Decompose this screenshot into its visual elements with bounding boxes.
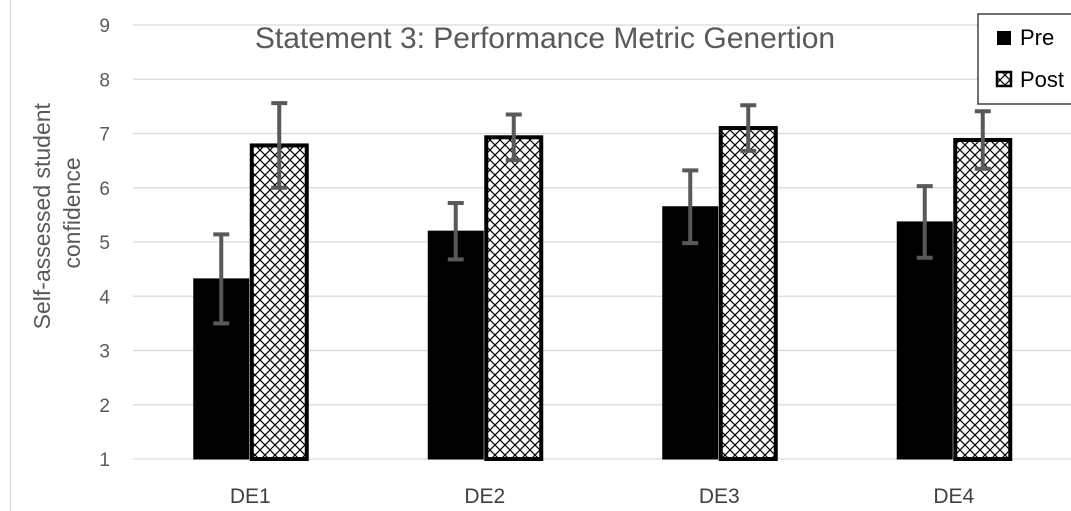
error-bar-pre-de2 (447, 200, 464, 262)
bar-post-de2 (484, 135, 544, 462)
bars (193, 126, 1013, 462)
legend-label-post: Post (1020, 67, 1064, 92)
chart-title: Statement 3: Performance Metric Genertio… (255, 22, 835, 55)
x-tick-label: DE4 (933, 485, 974, 508)
y-tick-label: 8 (99, 70, 110, 91)
legend-label-pre: Pre (1020, 25, 1054, 50)
y-tick-label: 6 (99, 179, 110, 200)
y-tick-label: 3 (99, 342, 110, 363)
y-axis-label: Self-assessed student confidence (29, 97, 85, 330)
legend: Pre Post (977, 13, 1071, 105)
y-tick-label: 4 (99, 287, 110, 308)
legend-box (977, 13, 1071, 105)
x-axis-ticks: DE1 DE2 DE3 DE4 (230, 485, 975, 508)
bar-pre-de3 (662, 206, 719, 460)
error-bar-post-de3 (740, 103, 757, 153)
bar-pre-de2 (427, 230, 484, 460)
x-tick-label: DE3 (699, 485, 740, 508)
error-bar-post-de4 (974, 109, 991, 171)
y-axis-label-line-1: Self-assessed student (29, 102, 55, 329)
bar-pre-de4 (896, 221, 953, 460)
error-bar-post-de2 (505, 112, 522, 163)
error-bar-post-de1 (271, 101, 288, 190)
x-tick-label: DE1 (230, 485, 271, 508)
y-tick-label: 9 (99, 16, 110, 37)
bar-post-de3 (718, 126, 778, 461)
error-bar-pre-de4 (916, 184, 933, 260)
bar-post-de1 (249, 143, 309, 461)
y-tick-label: 7 (99, 125, 110, 146)
legend-swatch-post (995, 70, 1013, 88)
error-bars (213, 101, 991, 326)
y-tick-label: 2 (99, 396, 110, 417)
y-tick-label: 1 (99, 450, 110, 471)
x-tick-label: DE2 (464, 485, 505, 508)
error-bar-pre-de3 (682, 168, 699, 246)
y-tick-label: 5 (99, 233, 110, 254)
error-bar-pre-de1 (213, 232, 230, 326)
bar-post-de4 (953, 138, 1013, 461)
y-axis-ticks: 1 2 3 4 5 6 7 8 9 (99, 16, 110, 471)
y-axis-label-line-2: confidence (59, 157, 85, 268)
legend-swatch-pre (997, 31, 1011, 45)
